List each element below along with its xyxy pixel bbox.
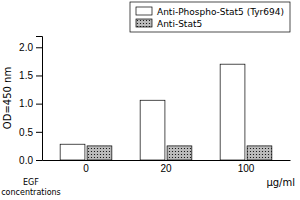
x-axis-line xyxy=(43,160,291,161)
x-axis: 0 20 100 xyxy=(43,160,291,174)
y-tick: 0.0 xyxy=(19,155,42,166)
y-axis-line xyxy=(36,37,43,161)
y-tick-label: 0.0 xyxy=(19,155,33,166)
bar xyxy=(220,64,245,160)
y-tick: 1.5 xyxy=(19,70,42,81)
x-axis-title: μg/ml xyxy=(266,177,295,188)
x-tick: 0 xyxy=(83,160,89,174)
y-tick: 0.5 xyxy=(19,127,42,138)
legend-swatch xyxy=(136,19,152,27)
bar xyxy=(140,100,165,160)
annotation: EGF xyxy=(23,178,39,187)
x-tick-label: 20 xyxy=(160,163,172,174)
y-axis-title: OD=450 nm xyxy=(2,67,13,129)
y-tick: 1.0 xyxy=(19,98,42,109)
x-tick-label: 0 xyxy=(83,163,89,174)
legend-item: Anti-Phospho-Stat5 (Tyr694) xyxy=(136,7,284,17)
y-axis: 0.0 0.5 1.0 1.5 2.0 xyxy=(19,37,42,166)
legend-item: Anti-Stat5 xyxy=(136,19,202,29)
chart: 0.0 0.5 1.0 1.5 2.0 0 20 100 OD=450 nm μg/ml EGFco… xyxy=(0,0,300,200)
x-tick-label: 100 xyxy=(238,163,255,174)
legend-label: Anti-Stat5 xyxy=(157,19,202,29)
annotation: concentrations xyxy=(1,188,61,197)
y-tick-label: 1.5 xyxy=(19,70,33,81)
bar xyxy=(167,146,192,160)
y-tick-label: 2.0 xyxy=(19,42,33,53)
x-tick: 100 xyxy=(238,160,255,174)
y-tick-mark xyxy=(36,75,42,76)
y-tick-mark xyxy=(36,160,42,161)
plot: 0.0 0.5 1.0 1.5 2.0 0 20 100 xyxy=(19,37,290,175)
legend-swatch xyxy=(136,7,152,15)
y-tick-label: 0.5 xyxy=(19,127,33,138)
y-tick-label: 1.0 xyxy=(19,98,33,109)
legend-frame xyxy=(130,2,290,32)
legend: Anti-Phospho-Stat5 (Tyr694) Anti-Stat5 xyxy=(130,2,290,32)
x-tick: 20 xyxy=(160,160,172,174)
y-tick: 2.0 xyxy=(19,42,42,53)
bar xyxy=(60,144,85,160)
y-tick-mark xyxy=(36,47,42,48)
bar xyxy=(247,146,272,160)
bar xyxy=(87,146,112,160)
y-tick-mark xyxy=(36,104,42,105)
bars xyxy=(60,64,272,160)
legend-label: Anti-Phospho-Stat5 (Tyr694) xyxy=(157,7,284,17)
y-tick-mark xyxy=(36,132,42,133)
